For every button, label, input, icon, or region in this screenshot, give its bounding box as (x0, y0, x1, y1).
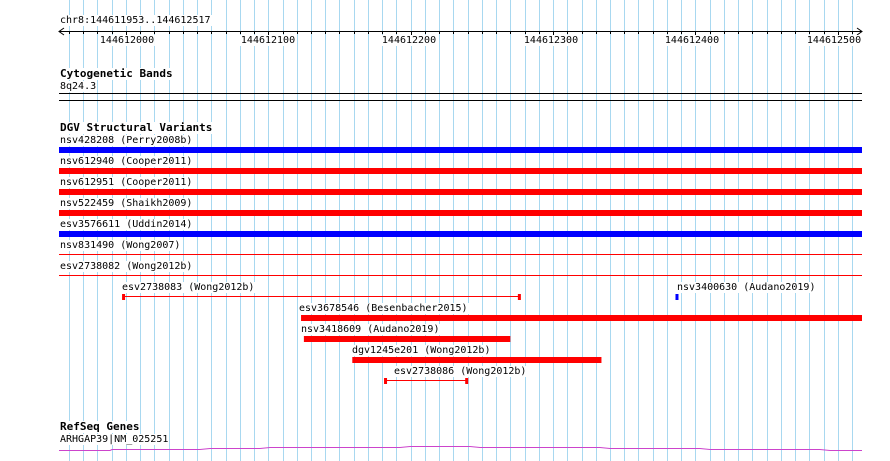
refseq-gene-line (59, 446, 862, 451)
dgv-variant-label[interactable]: esv3576611 (Uddin2014) (59, 219, 194, 230)
dgv-track-title[interactable]: DGV Structural Variants (59, 121, 214, 134)
dgv-variant-end-cap (517, 294, 521, 300)
dgv-variant-label[interactable]: nsv3418609 (Audano2019) (300, 324, 441, 335)
dgv-variant-bar (675, 294, 679, 300)
ruler-left-arrow (58, 27, 65, 36)
cytoband-label[interactable]: 8q24.3 (59, 81, 98, 92)
dgv-variant-label[interactable]: dgv1245e201 (Wong2012b) (351, 345, 492, 356)
ruler-tick-label: 144612000 (98, 35, 156, 46)
dgv-variant-label[interactable]: nsv612940 (Cooper2011) (59, 156, 194, 167)
dgv-variant-label[interactable]: nsv3400630 (Audano2019) (676, 282, 817, 293)
dgv-variant-end-cap (384, 378, 388, 384)
ruler-tick-label: 144612200 (380, 35, 438, 46)
dgv-variant-bar (59, 210, 862, 216)
dgv-variant-label[interactable]: nsv612951 (Cooper2011) (59, 177, 194, 188)
dgv-variant-end-cap (122, 294, 126, 300)
ruler-tick-label: 144612300 (522, 35, 580, 46)
dgv-variant-bar (59, 168, 862, 174)
ruler-tick-label: 144612100 (239, 35, 297, 46)
dgv-variant-label[interactable]: nsv831490 (Wong2007) (59, 240, 182, 251)
refseq-track-title[interactable]: RefSeq Genes (59, 420, 141, 433)
ruler-tick-label: 144612500 (805, 35, 863, 46)
dgv-variant-label[interactable]: nsv522459 (Shaikh2009) (59, 198, 194, 209)
locus-label: chr8:144611953..144612517 (59, 15, 212, 26)
dgv-variant-label[interactable]: nsv428208 (Perry2008b) (59, 135, 194, 146)
cytoband-track-title[interactable]: Cytogenetic Bands (59, 67, 174, 80)
dgv-variant-bar (59, 147, 862, 153)
dgv-variant-label[interactable]: esv2738086 (Wong2012b) (393, 366, 528, 377)
dgv-variant-end-cap (465, 378, 469, 384)
ruler-tick-label: 144612400 (663, 35, 721, 46)
dgv-variant-bar (59, 189, 862, 195)
dgv-variant-label[interactable]: esv2738082 (Wong2012b) (59, 261, 194, 272)
dgv-variant-bar (352, 357, 602, 363)
dgv-variant-bar (301, 315, 862, 321)
dgv-variant-bar (303, 336, 511, 342)
refseq-gene-label[interactable]: ARHGAP39|NM_025251 (59, 434, 170, 445)
dgv-variant-label[interactable]: esv2738083 (Wong2012b) (121, 282, 256, 293)
dgv-variant-bar (59, 231, 862, 237)
dgv-variant-label[interactable]: esv3678546 (Besenbacher2015) (298, 303, 469, 314)
ruler-right-arrow (856, 27, 863, 36)
